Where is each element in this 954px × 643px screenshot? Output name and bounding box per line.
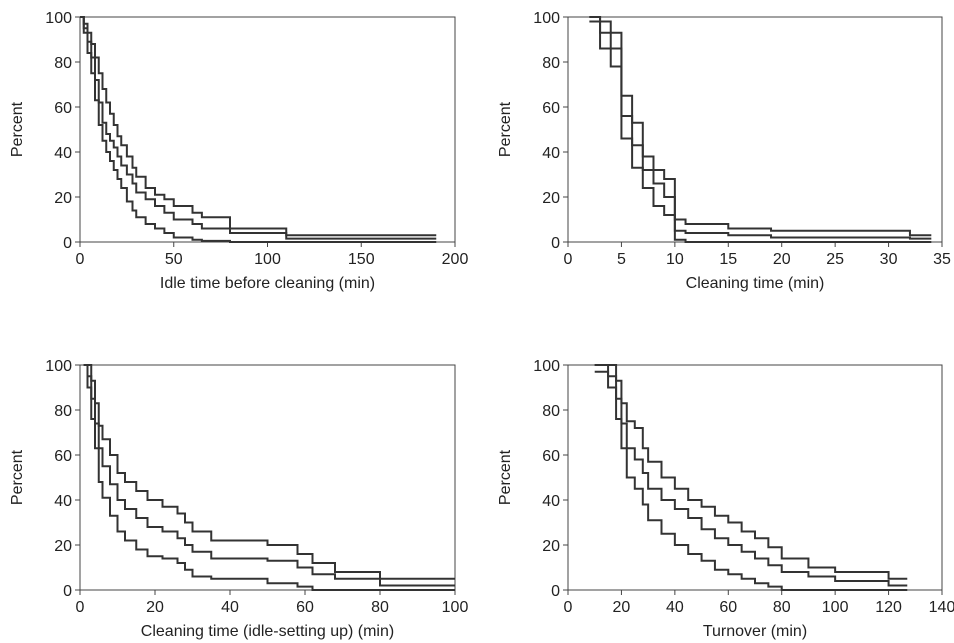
chart-panel-4: 0 20 40 60 80 100 120 140 0 20 40 60 80 100 Turnover (… — [497, 358, 954, 640]
x-tick-label: 20 — [613, 599, 631, 616]
y-tick-label: 40 — [54, 493, 72, 510]
x-tick-label: 100 — [822, 599, 849, 616]
y-axis-title: Percent — [9, 449, 26, 505]
x-tick-label: 200 — [442, 251, 469, 268]
x-tick-label: 30 — [880, 251, 898, 268]
x-tick-label: 0 — [564, 251, 573, 268]
y-tick-label: 0 — [551, 583, 560, 600]
y-tick-label: 100 — [45, 10, 72, 27]
x-tick-label: 80 — [371, 599, 389, 616]
x-tick-label: 0 — [76, 251, 85, 268]
y-axis-title: Percent — [9, 101, 26, 157]
series-line-3 — [80, 16, 437, 243]
x-tick-label: 5 — [617, 251, 626, 268]
x-tick-label: 35 — [933, 251, 951, 268]
x-tick-label: 120 — [875, 599, 902, 616]
series-line-2 — [589, 16, 932, 240]
y-tick-label: 20 — [54, 190, 72, 207]
y-tick-label: 20 — [54, 538, 72, 555]
y-tick-label: 0 — [63, 235, 72, 252]
y-tick-label: 60 — [542, 100, 560, 117]
series-line-1 — [589, 16, 932, 237]
y-tick-label: 40 — [54, 145, 72, 162]
y-tick-label: 40 — [542, 145, 560, 162]
x-tick-label: 40 — [221, 599, 239, 616]
y-tick-label: 100 — [533, 358, 560, 375]
series-line-3 — [83, 364, 455, 591]
chart-panel-2: 0 5 10 15 20 25 30 35 0 20 40 60 80 100 Cleaning time … — [497, 10, 951, 292]
x-tick-label: 0 — [564, 599, 573, 616]
y-tick-label: 80 — [542, 403, 560, 420]
y-tick-label: 80 — [54, 403, 72, 420]
x-tick-label: 140 — [929, 599, 954, 616]
series-line-1 — [80, 16, 437, 237]
plot-frame — [567, 364, 943, 591]
series-line-3 — [594, 370, 908, 591]
plot-frame — [79, 16, 456, 243]
x-tick-label: 0 — [76, 599, 85, 616]
y-tick-label: 60 — [54, 448, 72, 465]
series-line-1 — [83, 364, 455, 580]
chart-panel-1: 0 50 100 150 200 0 20 40 60 80 100 Idle time before… — [9, 10, 468, 292]
y-tick-label: 20 — [542, 538, 560, 555]
y-tick-label: 60 — [542, 448, 560, 465]
x-tick-label: 100 — [254, 251, 281, 268]
x-axis-title: Turnover (min) — [703, 623, 807, 640]
y-tick-label: 0 — [63, 583, 72, 600]
y-tick-label: 60 — [54, 100, 72, 117]
chart-panel-3: 0 20 40 60 80 100 0 20 40 60 80 100 Cleaning time (i… — [9, 358, 468, 640]
x-axis-title: Cleaning time (idle-setting up) (min) — [141, 623, 394, 640]
y-axis-title: Percent — [497, 449, 514, 505]
y-tick-label: 0 — [551, 235, 560, 252]
x-tick-label: 60 — [296, 599, 314, 616]
x-tick-label: 20 — [146, 599, 164, 616]
x-tick-label: 80 — [773, 599, 791, 616]
y-tick-label: 100 — [533, 10, 560, 27]
y-axis-title: Percent — [497, 101, 514, 157]
x-tick-label: 40 — [666, 599, 684, 616]
plot-frame — [567, 16, 943, 243]
x-axis-title: Idle time before cleaning (min) — [160, 275, 375, 292]
x-tick-label: 60 — [719, 599, 737, 616]
x-tick-label: 20 — [773, 251, 791, 268]
x-tick-label: 100 — [442, 599, 469, 616]
x-tick-label: 50 — [165, 251, 183, 268]
y-tick-label: 80 — [54, 55, 72, 72]
y-tick-label: 80 — [542, 55, 560, 72]
series-line-3 — [589, 20, 932, 243]
series-line-2 — [83, 364, 455, 587]
x-axis-title: Cleaning time (min) — [686, 275, 825, 292]
y-tick-label: 20 — [542, 190, 560, 207]
x-tick-label: 10 — [666, 251, 684, 268]
x-tick-label: 25 — [826, 251, 844, 268]
y-tick-label: 100 — [45, 358, 72, 375]
x-tick-label: 150 — [348, 251, 375, 268]
x-tick-label: 15 — [719, 251, 737, 268]
series-line-2 — [80, 16, 437, 240]
series-line-1 — [594, 364, 908, 580]
plot-frame — [79, 364, 456, 591]
y-tick-label: 40 — [542, 493, 560, 510]
series-line-2 — [594, 364, 908, 587]
